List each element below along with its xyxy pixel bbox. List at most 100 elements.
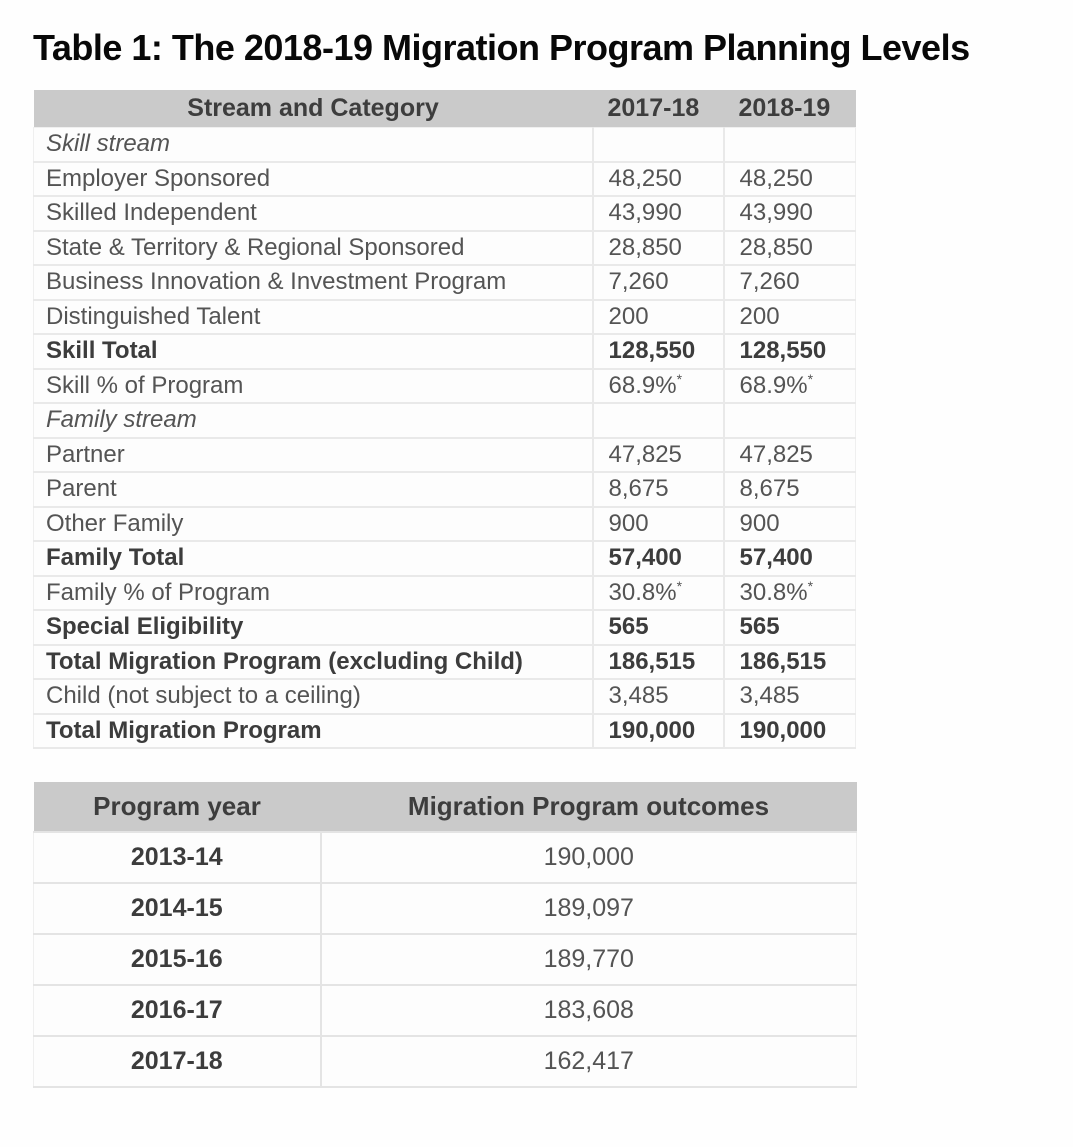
table-row: Skilled Independent 43,990 43,990	[33, 195, 856, 231]
table-row: Business Innovation & Investment Program…	[33, 264, 856, 300]
stream-category-cell: Family % of Program	[33, 574, 593, 610]
value-2018-19-cell: 30.8%*	[722, 574, 856, 610]
table-row: Skill stream	[33, 127, 856, 162]
table-row: Skill % of Program 68.9%* 68.9%*	[33, 367, 856, 403]
value-2018-19-cell: 48,250	[722, 160, 856, 196]
stream-category-cell: Total Migration Program (excluding Child…	[33, 643, 593, 679]
table-row: Other Family 900 900	[33, 505, 856, 541]
table-row: Parent 8,675 8,675	[33, 471, 856, 507]
table-row: Total Migration Program 190,000 190,000	[33, 712, 856, 748]
footnote-asterisk: *	[807, 370, 814, 387]
table-row: Total Migration Program (excluding Child…	[33, 643, 856, 679]
value-2017-18-cell: 8,675	[591, 471, 724, 507]
table-row: 2016-17 183,608	[33, 984, 857, 1036]
outcome-value-cell: 189,770	[319, 933, 857, 985]
table-row: Distinguished Talent 200 200	[33, 298, 856, 334]
value-2018-19-cell: 200	[722, 298, 856, 334]
value-2018-19-cell: 128,550	[722, 333, 856, 369]
col-header-program-year: Program year	[33, 782, 321, 832]
value-2017-18-cell: 57,400	[591, 540, 724, 576]
value-2017-18-cell: 900	[591, 505, 724, 541]
value-2018-19-cell: 43,990	[722, 195, 856, 231]
stream-category-cell: Employer Sponsored	[33, 160, 593, 196]
outcome-value-cell: 190,000	[319, 831, 857, 883]
document-page: Table 1: The 2018-19 Migration Program P…	[33, 27, 970, 1088]
stream-category-cell: Other Family	[33, 505, 593, 541]
value-2017-18-cell: 128,550	[591, 333, 724, 369]
stream-category-cell: Business Innovation & Investment Program	[33, 264, 593, 300]
value-2017-18-cell: 30.8%*	[591, 574, 724, 610]
table-row: 2017-18 162,417	[33, 1035, 857, 1087]
table-row: 2013-14 190,000	[33, 831, 857, 883]
table-row: 2014-15 189,097	[33, 882, 857, 934]
stream-category-cell: Skilled Independent	[33, 195, 593, 231]
stream-category-cell: Child (not subject to a ceiling)	[33, 678, 593, 714]
stream-category-cell: Family stream	[33, 402, 593, 438]
program-outcomes-table: Program year Migration Program outcomes …	[33, 782, 857, 1088]
program-year-cell: 2013-14	[33, 831, 321, 883]
value-2017-18-cell: 565	[591, 609, 724, 645]
outcome-value-cell: 183,608	[319, 984, 857, 1036]
value-2018-19-cell: 190,000	[722, 712, 856, 748]
program-year-cell: 2017-18	[33, 1035, 321, 1087]
value-2017-18-cell	[591, 402, 724, 438]
stream-category-cell: Special Eligibility	[33, 609, 593, 645]
value-2018-19-cell: 3,485	[722, 678, 856, 714]
value-2017-18-cell: 47,825	[591, 436, 724, 472]
value-2018-19-cell: 28,850	[722, 229, 856, 265]
stream-category-cell: Skill stream	[33, 127, 593, 162]
value-2018-19-cell: 565	[722, 609, 856, 645]
value-2017-18-cell: 186,515	[591, 643, 724, 679]
table-row: Skill Total 128,550 128,550	[33, 333, 856, 369]
table-row: Partner 47,825 47,825	[33, 436, 856, 472]
stream-category-cell: Family Total	[33, 540, 593, 576]
value-2017-18-cell: 48,250	[591, 160, 724, 196]
planning-levels-table: Stream and Category 2017-18 2018-19 Skil…	[33, 90, 856, 749]
footnote-asterisk: *	[807, 577, 814, 594]
stream-category-cell: State & Territory & Regional Sponsored	[33, 229, 593, 265]
col-header-2017-18: 2017-18	[592, 90, 724, 127]
footnote-asterisk: *	[676, 370, 683, 387]
program-outcomes-table-header: Program year Migration Program outcomes	[33, 782, 857, 832]
table-row: Family % of Program 30.8%* 30.8%*	[33, 574, 856, 610]
value-2018-19-cell	[722, 402, 856, 438]
program-year-cell: 2016-17	[33, 984, 321, 1036]
table-row: Special Eligibility 565 565	[33, 609, 856, 645]
table-row: Family Total 57,400 57,400	[33, 540, 856, 576]
col-header-2018-19: 2018-19	[723, 90, 856, 127]
value-2017-18-cell: 200	[591, 298, 724, 334]
value-2018-19-cell: 57,400	[722, 540, 856, 576]
planning-levels-table-header: Stream and Category 2017-18 2018-19	[33, 90, 856, 127]
outcome-value-cell: 189,097	[319, 882, 857, 934]
planning-levels-table-body: Skill stream Employer Sponsored 48,250 48,2…	[33, 127, 856, 748]
stream-category-cell: Total Migration Program	[33, 712, 593, 748]
value-2018-19-cell: 7,260	[722, 264, 856, 300]
program-year-cell: 2015-16	[33, 933, 321, 985]
stream-category-cell: Skill % of Program	[33, 367, 593, 403]
stream-category-cell: Partner	[33, 436, 593, 472]
col-header-stream-and-category: Stream and Category	[33, 90, 593, 127]
header-row: Program year Migration Program outcomes	[33, 782, 857, 832]
value-2017-18-cell: 7,260	[591, 264, 724, 300]
stream-category-cell: Skill Total	[33, 333, 593, 369]
value-2017-18-cell	[591, 127, 724, 162]
value-2017-18-cell: 68.9%*	[591, 367, 724, 403]
program-outcomes-table-body: 2013-14 190,000 2014-15 189,097 2015-16 189,7…	[33, 831, 857, 1087]
stream-category-cell: Distinguished Talent	[33, 298, 593, 334]
header-row: Stream and Category 2017-18 2018-19	[33, 90, 856, 127]
value-2018-19-cell: 186,515	[722, 643, 856, 679]
table-row: 2015-16 189,770	[33, 933, 857, 985]
table-row: Employer Sponsored 48,250 48,250	[33, 160, 856, 196]
table-row: Family stream	[33, 402, 856, 438]
table-row: Child (not subject to a ceiling) 3,485 3,4…	[33, 678, 856, 714]
value-2018-19-cell: 900	[722, 505, 856, 541]
value-2018-19-cell: 47,825	[722, 436, 856, 472]
value-2018-19-cell: 68.9%*	[722, 367, 856, 403]
value-2018-19-cell: 8,675	[722, 471, 856, 507]
page-title: Table 1: The 2018-19 Migration Program P…	[33, 27, 970, 68]
col-header-migration-program-outcomes: Migration Program outcomes	[320, 782, 857, 832]
value-2018-19-cell	[722, 127, 856, 162]
value-2017-18-cell: 3,485	[591, 678, 724, 714]
value-2017-18-cell: 43,990	[591, 195, 724, 231]
stream-category-cell: Parent	[33, 471, 593, 507]
